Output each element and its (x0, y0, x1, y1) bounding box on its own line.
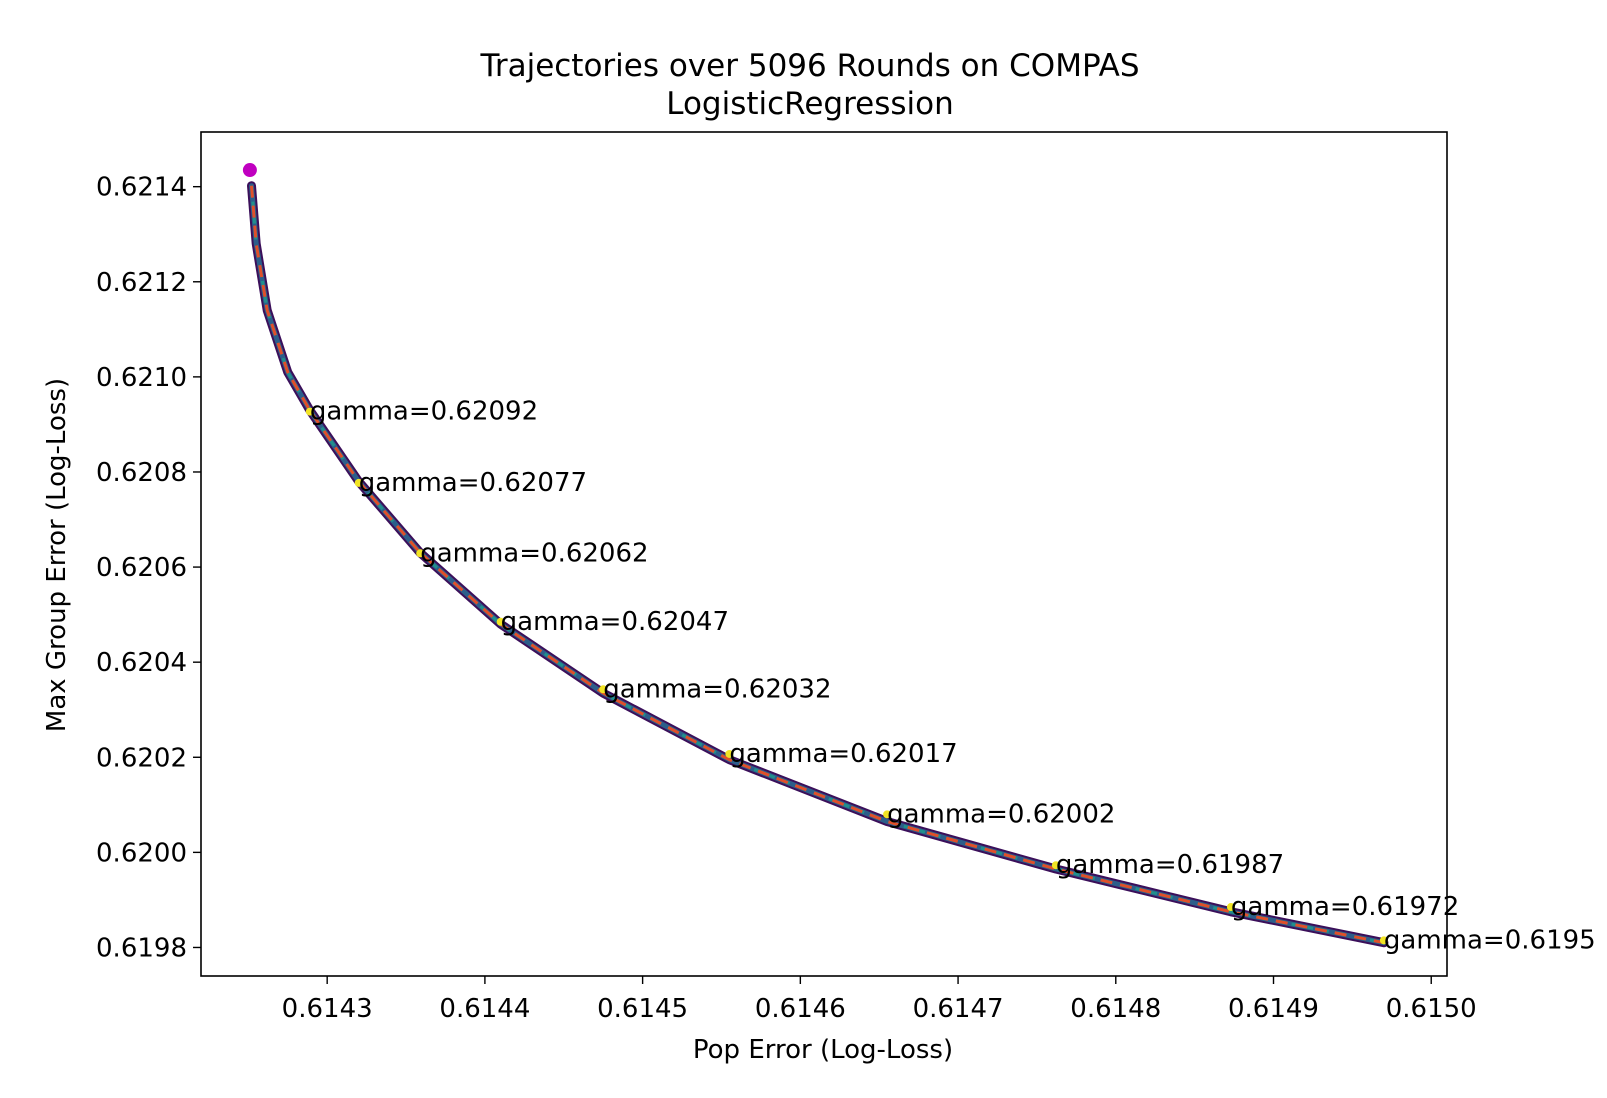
y-tick-label: 0.6208 (96, 458, 187, 488)
gamma-annotation: gamma=0.61987 (1056, 850, 1284, 880)
plot-area: gamma=0.62092 gamma=0.62077 gamma=0.62062 g… (242, 163, 1596, 955)
x-tick-label: 0.6149 (1228, 994, 1319, 1024)
y-tick-label: 0.6210 (96, 363, 187, 393)
gamma-point (1226, 903, 1235, 912)
axes-frame (200, 131, 1448, 977)
gamma-point (725, 749, 734, 758)
gamma-annotation: gamma=0.61972 (1231, 892, 1459, 922)
y-tick-label: 0.6214 (96, 173, 187, 203)
x-tick-label: 0.6144 (439, 994, 530, 1024)
gamma-annotation: gamma=0.62047 (501, 607, 729, 637)
gamma-point (354, 478, 363, 487)
gamma-point (416, 549, 425, 558)
x-axis: 0.6143 0.6144 0.6145 0.6146 0.6147 0.6148 0.61… (282, 976, 1477, 1024)
y-tick-label: 0.6198 (96, 933, 187, 963)
gamma-annotation: gamma=0.6195 (1384, 925, 1596, 955)
pareto-curve (250, 185, 1385, 945)
x-axis-label: Pop Error (Log-Loss) (693, 1035, 953, 1065)
y-axis-label: Max Group Error (Log-Loss) (42, 378, 72, 732)
gamma-annotation: gamma=0.62032 (603, 674, 831, 704)
x-tick-label: 0.6145 (597, 994, 688, 1024)
chart-title: Trajectories over 5096 Rounds on COMPAS (479, 48, 1139, 84)
gamma-annotation: gamma=0.62002 (887, 799, 1115, 829)
gamma-annotation: gamma=0.62062 (420, 538, 648, 568)
start-point-marker (242, 163, 257, 178)
y-tick-label: 0.6202 (96, 743, 187, 773)
y-tick-label: 0.6204 (96, 648, 187, 678)
gamma-point (599, 685, 608, 694)
y-axis: 0.6198 0.6200 0.6202 0.6204 0.6206 0.6208 0.62… (96, 173, 201, 963)
x-tick-label: 0.6148 (1070, 994, 1161, 1024)
chart-subtitle: LogisticRegression (666, 86, 954, 122)
gamma-point (496, 617, 505, 626)
y-tick-label: 0.6206 (96, 553, 187, 583)
x-tick-label: 0.6147 (913, 994, 1004, 1024)
y-tick-label: 0.6212 (96, 268, 187, 298)
y-tick-label: 0.6200 (96, 838, 187, 868)
x-tick-label: 0.6146 (755, 994, 846, 1024)
gamma-annotation: gamma=0.62077 (359, 468, 587, 498)
gamma-point (1379, 936, 1388, 945)
gamma-annotation: gamma=0.62092 (310, 397, 538, 427)
gamma-point (305, 407, 314, 416)
gamma-point (1051, 861, 1060, 870)
x-tick-label: 0.6150 (1386, 994, 1477, 1024)
gamma-point (883, 810, 892, 819)
gamma-annotation: gamma=0.62017 (729, 739, 957, 769)
x-tick-label: 0.6143 (282, 994, 373, 1024)
